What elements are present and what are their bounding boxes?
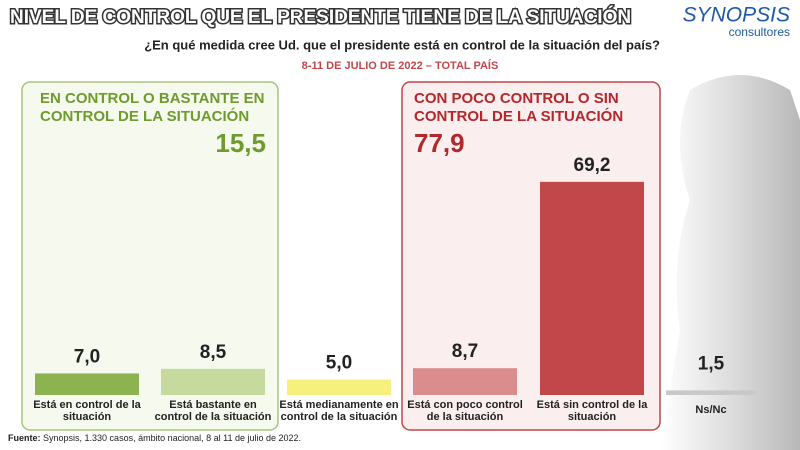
value-label: 5,0 (326, 353, 352, 374)
category-label: Está bastante en control de la situación (154, 399, 272, 423)
source-label: Fuente: (8, 433, 41, 443)
subtitle: ¿En qué medida cree Ud. que el president… (144, 37, 660, 52)
value-label: 7,0 (74, 346, 100, 367)
group-label: EN CONTROL O BASTANTE EN CONTROL DE LA S… (40, 90, 265, 125)
group-box (21, 81, 279, 431)
category-label: Está medianamente en control de la situa… (279, 399, 399, 423)
value-label: 1,5 (698, 353, 725, 374)
category-label: Está en control de la situación (33, 399, 141, 423)
chart-title: NIVEL DE CONTROL QUE EL PRESIDENTE TIENE… (10, 6, 631, 28)
photo-placeholder (660, 75, 800, 450)
group-value: 77,9 (414, 128, 465, 158)
source: Fuente: Synopsis, 1.330 casos, ámbito na… (8, 433, 301, 443)
value-label: 69,2 (574, 155, 611, 176)
bar (666, 390, 756, 395)
bar (287, 379, 391, 395)
bar (161, 368, 265, 395)
bar (540, 181, 644, 395)
bar (413, 368, 517, 395)
bar (35, 373, 139, 395)
category-label: Está con poco control de la situación (407, 399, 523, 423)
brand: SYNOPSIS (683, 4, 790, 27)
date-note: 8-11 DE JULIO DE 2022 – TOTAL PAÍS (302, 59, 499, 72)
category-label: Está sin control de la situación (536, 399, 648, 423)
group-label: CON POCO CONTROL O SIN CONTROL DE LA SIT… (414, 90, 624, 125)
value-label: 8,7 (452, 341, 478, 362)
source-text: Synopsis, 1.330 casos, ámbito nacional, … (43, 433, 301, 443)
brand-sub: consultores (729, 25, 790, 39)
group-value: 15,5 (215, 128, 266, 158)
value-label: 8,5 (200, 342, 227, 363)
category-label: Ns/Nc (695, 404, 727, 416)
